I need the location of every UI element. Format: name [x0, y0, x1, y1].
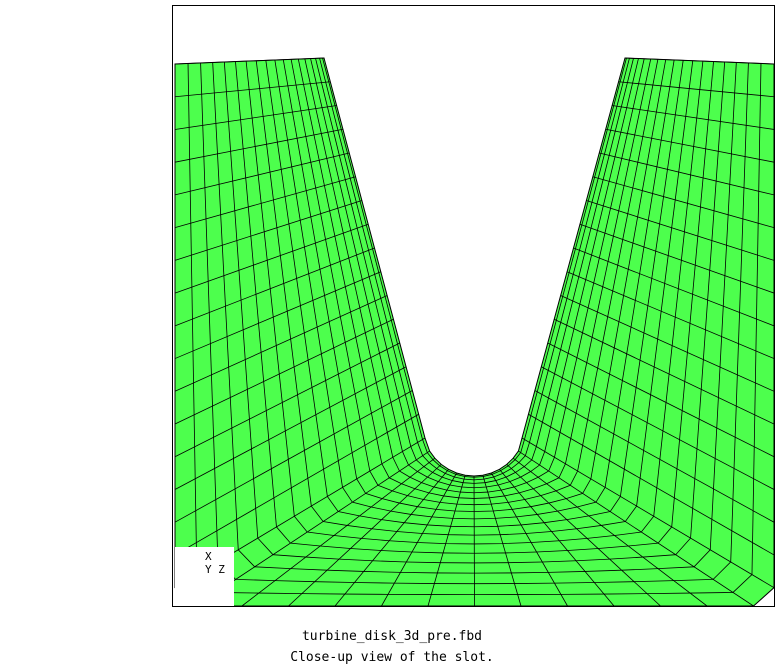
mesh-radial-line [499, 469, 615, 606]
caption-description: Close-up view of the slot. [290, 650, 494, 665]
mesh-lines [174, 57, 774, 606]
mesh-radial-line [528, 413, 774, 556]
mesh-radial-line [174, 390, 413, 523]
graphics-viewport[interactable]: X Y Z [172, 5, 775, 607]
mesh-radial-line [473, 475, 475, 606]
mesh-radial-line [195, 450, 430, 606]
mesh-radial-line [618, 81, 774, 98]
mesh-radial-line [174, 295, 388, 392]
mesh-radial-line [174, 413, 419, 556]
mesh-radial-line [174, 57, 325, 65]
mesh-radial-line [541, 366, 774, 490]
mesh-radial-line [592, 176, 774, 229]
mesh-radial-line [547, 342, 774, 458]
mesh-radial-line [560, 295, 774, 392]
mesh-radial-line [174, 176, 356, 229]
mesh-radial-line [534, 390, 774, 523]
mesh-radial-line [521, 437, 774, 589]
mesh-radial-line [586, 200, 774, 261]
fe-mesh [174, 57, 774, 606]
mesh-radial-line [174, 128, 344, 163]
mesh-radial-line [605, 128, 774, 163]
mesh-radial-line [174, 366, 407, 490]
mesh-radial-line [506, 464, 661, 606]
mesh-radial-line [174, 152, 350, 196]
mesh-radial-line [174, 342, 400, 458]
mesh-radial-line [427, 475, 466, 606]
mesh-radial-line [512, 457, 708, 606]
mesh-radial-line [518, 450, 754, 606]
mesh-radial-line [241, 457, 436, 606]
mesh-radial-line [174, 318, 394, 425]
mesh-radial-line [624, 57, 774, 65]
mesh-radial-line [491, 472, 568, 606]
mesh-radial-line [599, 152, 774, 196]
triad-x-label: X [205, 550, 212, 563]
caption-filename: turbine_disk_3d_pre.fbd [301, 629, 482, 644]
mesh-radial-line [579, 223, 774, 294]
mesh-radial-line [334, 469, 449, 606]
mesh-radial-line [174, 247, 375, 327]
axis-triad: X Y Z [175, 547, 234, 606]
mesh-radial-line [288, 464, 442, 606]
mesh-radial-line [174, 223, 369, 294]
mesh-radial-line [174, 200, 362, 261]
mesh-radial-line [482, 475, 522, 606]
mesh-radial-line [554, 318, 774, 425]
mesh-radial-line [612, 105, 774, 130]
mesh-radial-line [381, 472, 457, 606]
mesh-radial-line [174, 105, 337, 130]
mesh-radial-line [566, 271, 774, 359]
mesh-radial-line [174, 271, 381, 359]
mesh-radial-line [573, 247, 774, 327]
mesh-radial-line [174, 81, 331, 98]
triad-yz-label: Y Z [205, 563, 225, 576]
